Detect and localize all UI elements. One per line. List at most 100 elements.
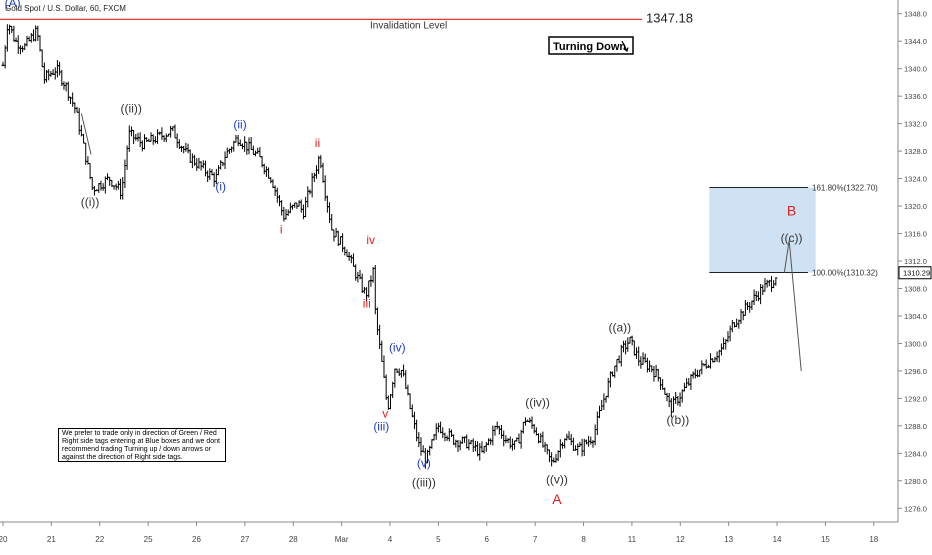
ohlc-bar: [330, 214, 334, 231]
ohlc-bar: [341, 233, 345, 252]
ohlc-bar: [517, 433, 521, 444]
ohlc-bar: [297, 200, 301, 207]
ohlc-bar: [321, 162, 325, 183]
ohlc-bar: [75, 106, 79, 113]
ohlc-bar: [687, 378, 691, 386]
ohlc-bar: [184, 142, 188, 152]
ohlc-bar: [332, 229, 336, 242]
ohlc-bar: [410, 404, 414, 418]
ohlc-bar: [153, 136, 157, 144]
ohlc-bar: [280, 200, 284, 216]
ohlc-bar: [497, 425, 501, 435]
ohlc-bar: [378, 324, 382, 349]
ohlc-bar: [373, 264, 377, 315]
ohlc-bar: [774, 277, 778, 286]
ohlc-bar: [310, 172, 314, 198]
ohlc-bar: [484, 442, 488, 452]
ohlc-bar: [197, 157, 201, 169]
turning-down-box: [548, 36, 634, 55]
ohlc-bar: [658, 377, 663, 390]
ohlc-bar: [121, 176, 125, 200]
wave-label: (v): [417, 456, 431, 470]
ohlc-bar: [602, 393, 606, 411]
x-tick-label: 5: [436, 535, 441, 544]
ohlc-bar: [73, 102, 77, 114]
ohlc-bar: [132, 129, 136, 145]
ohlc-bar: [186, 143, 190, 154]
wave-label: iii: [363, 297, 371, 311]
ohlc-bar: [229, 146, 234, 153]
ohlc-bar: [155, 129, 160, 144]
y-tick-label: 1340.0: [904, 65, 927, 74]
ohlc-bar: [613, 365, 617, 378]
ohlc-bar: [314, 165, 319, 179]
ohlc-bar: [251, 145, 255, 155]
ohlc-bar: [667, 392, 671, 408]
ohlc-bar: [652, 366, 656, 382]
ohlc-bar: [465, 434, 469, 449]
ohlc-bar: [645, 357, 649, 373]
ohlc-bar: [719, 343, 724, 356]
ohlc-bar: [190, 153, 195, 169]
ohlc-bar: [584, 439, 589, 445]
ohlc-bar: [101, 183, 105, 191]
ohlc-bar: [634, 347, 639, 359]
ohlc-bar: [108, 176, 112, 186]
last-price-tag: [898, 266, 932, 280]
ohlc-bar: [624, 340, 628, 355]
ohlc-bar: [486, 438, 491, 446]
ohlc-bar: [421, 445, 425, 453]
y-tick-label: 1288.0: [904, 422, 927, 431]
ohlc-bar: [243, 136, 247, 152]
ohlc-bar: [138, 132, 142, 148]
ohlc-bar: [99, 180, 103, 191]
ohlc-bar: [380, 340, 384, 363]
ohlc-bar: [149, 132, 153, 142]
invalidation-label: Invalidation Level: [370, 20, 447, 31]
ohlc-bar: [728, 325, 732, 342]
ohlc-bar: [247, 137, 251, 155]
x-tick-label: 26: [192, 535, 201, 544]
ohlc-bar: [175, 133, 179, 148]
ohlc-bar: [436, 422, 441, 433]
ohlc-bar: [550, 452, 554, 467]
x-tick-label: 27: [240, 535, 249, 544]
y-tick-label: 1292.0: [904, 394, 927, 403]
x-tick-label: 4: [388, 535, 393, 544]
ohlc-bar: [506, 438, 510, 444]
ohlc-bar: [671, 396, 676, 413]
wave-label: (iv): [389, 341, 406, 355]
ohlc-bar: [467, 439, 471, 451]
ohlc-bar: [508, 436, 512, 449]
y-tick-label: 1336.0: [904, 92, 927, 101]
ohlc-bar: [16, 35, 20, 54]
ohlc-bar: [173, 124, 177, 139]
ohlc-bar: [708, 353, 713, 369]
ohlc-bar: [663, 387, 667, 395]
ohlc-bar: [408, 393, 412, 410]
ohlc-bar: [404, 370, 408, 389]
wave-label: ((v)): [546, 473, 568, 487]
turning-down-label: Turning Down: [553, 41, 626, 53]
ohlc-bar: [195, 158, 199, 171]
ohlc-bar: [253, 150, 258, 157]
ohlc-bar: [513, 440, 517, 450]
chart-title: Gold Spot / U.S. Dollar, 60, FXCM: [5, 4, 126, 13]
ohlc-bar: [12, 25, 16, 42]
wave-label: ((ii)): [121, 102, 142, 116]
ohlc-bar: [203, 160, 208, 177]
ohlc-bar: [763, 278, 767, 292]
ohlc-bar: [761, 284, 765, 296]
x-tick-label: 13: [724, 535, 733, 544]
wave-label: B: [787, 203, 796, 219]
ohlc-bar: [700, 360, 704, 375]
y-tick-label: 1332.0: [904, 120, 927, 129]
ohlc-bar: [343, 246, 347, 256]
ohlc-bar: [730, 319, 734, 333]
x-tick-label: 22: [95, 535, 104, 544]
ohlc-bar: [271, 179, 275, 188]
ohlc-bar: [299, 199, 303, 213]
ohlc-bar: [277, 194, 282, 207]
ohlc-bar: [597, 405, 602, 419]
ohlc-bar: [600, 399, 604, 411]
